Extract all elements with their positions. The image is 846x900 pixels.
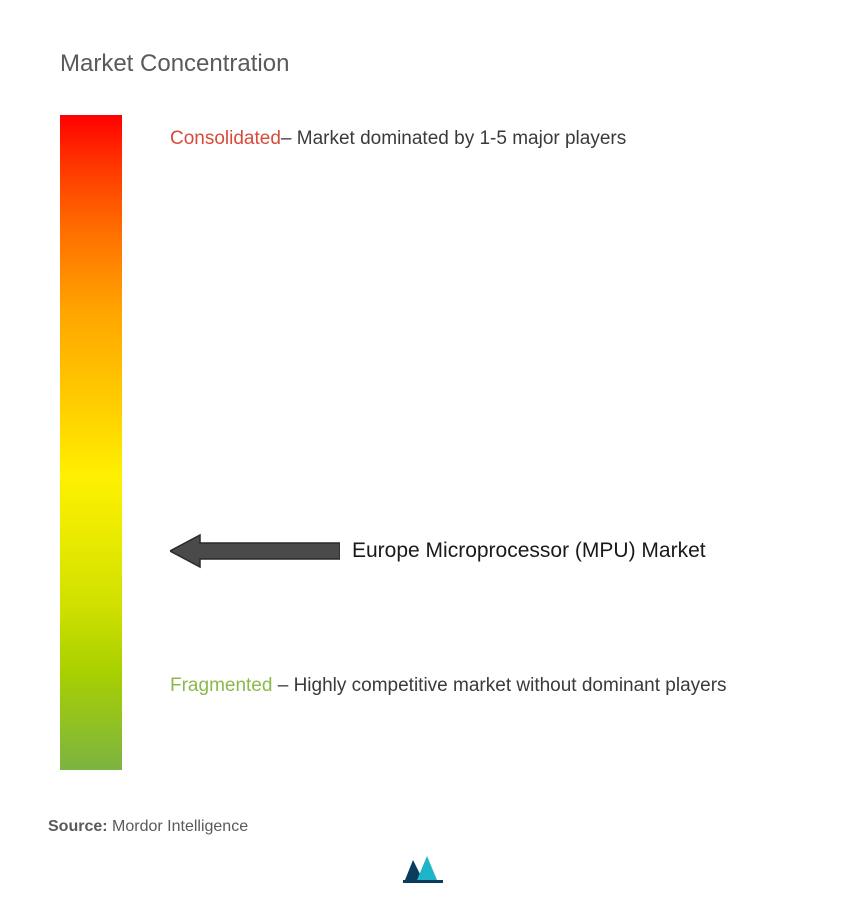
- arrow-left-icon: [170, 533, 340, 569]
- source-label: Source:: [48, 818, 108, 835]
- market-pointer: Europe Microprocessor (MPU) Market: [170, 533, 706, 569]
- fragmented-desc: – Highly competitive market without domi…: [272, 675, 726, 696]
- consolidated-desc: – Market dominated by 1-5 major players: [281, 128, 626, 149]
- consolidated-label: Consolidated– Market dominated by 1-5 ma…: [170, 128, 626, 150]
- consolidated-highlight: Consolidated: [170, 128, 281, 149]
- source-value: Mordor Intelligence: [112, 818, 248, 835]
- source-attribution: Source: Mordor Intelligence: [48, 818, 248, 836]
- fragmented-label: Fragmented – Highly competitive market w…: [170, 670, 806, 702]
- mordor-logo-icon: [403, 850, 443, 884]
- market-name: Europe Microprocessor (MPU) Market: [352, 539, 706, 563]
- page-title: Market Concentration: [60, 50, 289, 78]
- concentration-gradient-bar: [60, 115, 122, 770]
- fragmented-highlight: Fragmented: [170, 675, 272, 696]
